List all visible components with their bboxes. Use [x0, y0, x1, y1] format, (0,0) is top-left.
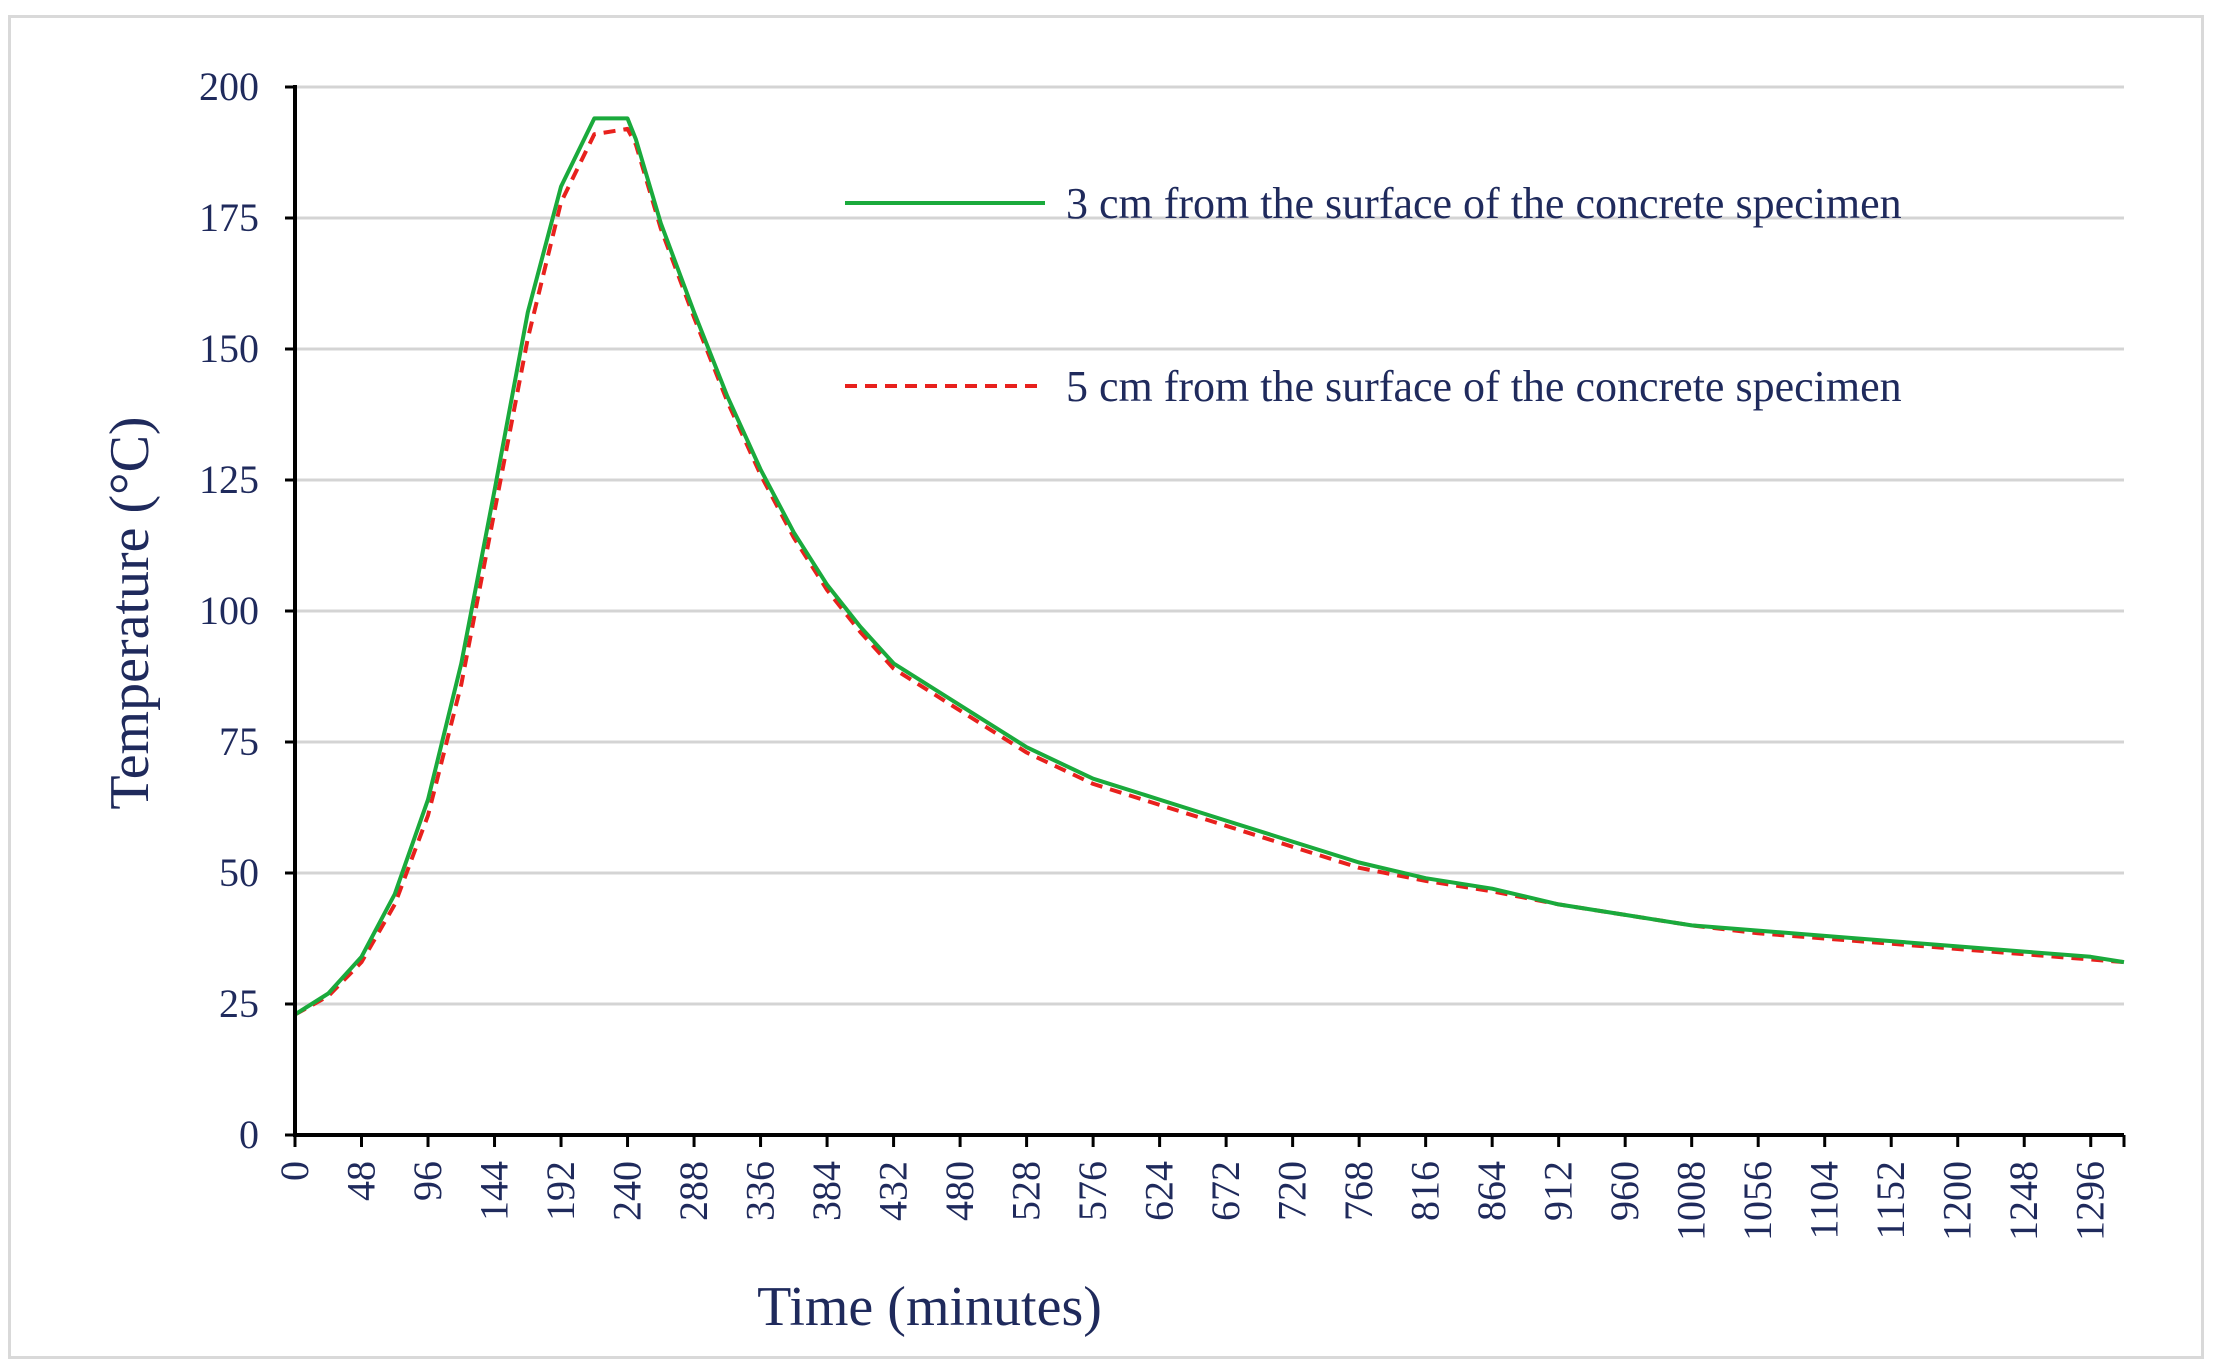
x-tick-label: 576 — [1070, 1161, 1115, 1221]
y-axis-title: Temperature (°C) — [99, 416, 161, 809]
x-tick-label: 144 — [472, 1161, 517, 1221]
x-tick-label: 384 — [804, 1161, 849, 1221]
series-line-1 — [293, 116, 2125, 1017]
x-tick-label: 432 — [871, 1161, 916, 1221]
x-tick-label: 768 — [1336, 1161, 1381, 1221]
y-tick-label: 25 — [219, 981, 259, 1026]
legend-label-1: 3 cm from the surface of the concrete sp… — [1066, 179, 1902, 228]
y-tick-label: 75 — [219, 719, 259, 764]
x-tick-label: 1248 — [2001, 1161, 2046, 1241]
x-tick-label: 624 — [1137, 1161, 1182, 1221]
x-tick-label: 0 — [272, 1161, 317, 1181]
x-tick-label: 1056 — [1735, 1161, 1780, 1241]
y-tick-label: 100 — [199, 588, 259, 633]
y-tick-label: 0 — [239, 1112, 259, 1157]
x-tick-label: 96 — [405, 1161, 450, 1201]
x-tick-label: 864 — [1469, 1161, 1514, 1221]
y-tick-label: 50 — [219, 850, 259, 895]
series-line-2 — [294, 126, 2125, 1017]
y-tick-label: 175 — [199, 195, 259, 240]
x-tick-label: 1152 — [1868, 1161, 1913, 1240]
series-layer — [293, 116, 2125, 1017]
x-tick-label: 288 — [671, 1161, 716, 1221]
y-tick-label: 125 — [199, 457, 259, 502]
x-tick-label: 672 — [1203, 1161, 1248, 1221]
x-tick-label: 240 — [605, 1161, 650, 1221]
axes — [285, 85, 2126, 1147]
x-tick-label: 192 — [538, 1161, 583, 1221]
gridlines — [295, 85, 2124, 1006]
x-tick-labels: 0 48 96 144 192 240 288 336 384 432 480 528 576 624 67… — [272, 1161, 2113, 1241]
legend: 3 cm from the surface of the concrete sp… — [845, 179, 1902, 411]
x-tick-label: 48 — [339, 1161, 384, 1201]
x-tick-label: 1296 — [2068, 1161, 2113, 1241]
x-tick-label: 528 — [1004, 1161, 1049, 1221]
y-tick-label: 150 — [199, 326, 259, 371]
x-tick-label: 1008 — [1669, 1161, 1714, 1241]
legend-label-2: 5 cm from the surface of the concrete sp… — [1066, 362, 1902, 411]
x-tick-label: 480 — [937, 1161, 982, 1221]
x-tick-label: 1200 — [1935, 1161, 1980, 1241]
x-axis-title: Time (minutes) — [757, 1276, 1102, 1338]
y-tick-label: 200 — [199, 64, 259, 109]
x-tick-label: 720 — [1270, 1161, 1315, 1221]
y-tick-labels: 0 25 50 75 100 125 150 175 200 — [199, 64, 259, 1157]
x-tick-label: 912 — [1536, 1161, 1581, 1221]
x-tick-label: 1104 — [1802, 1161, 1847, 1240]
x-tick-label: 336 — [738, 1161, 783, 1221]
x-tick-label: 960 — [1602, 1161, 1647, 1221]
x-tick-label: 816 — [1403, 1161, 1448, 1221]
